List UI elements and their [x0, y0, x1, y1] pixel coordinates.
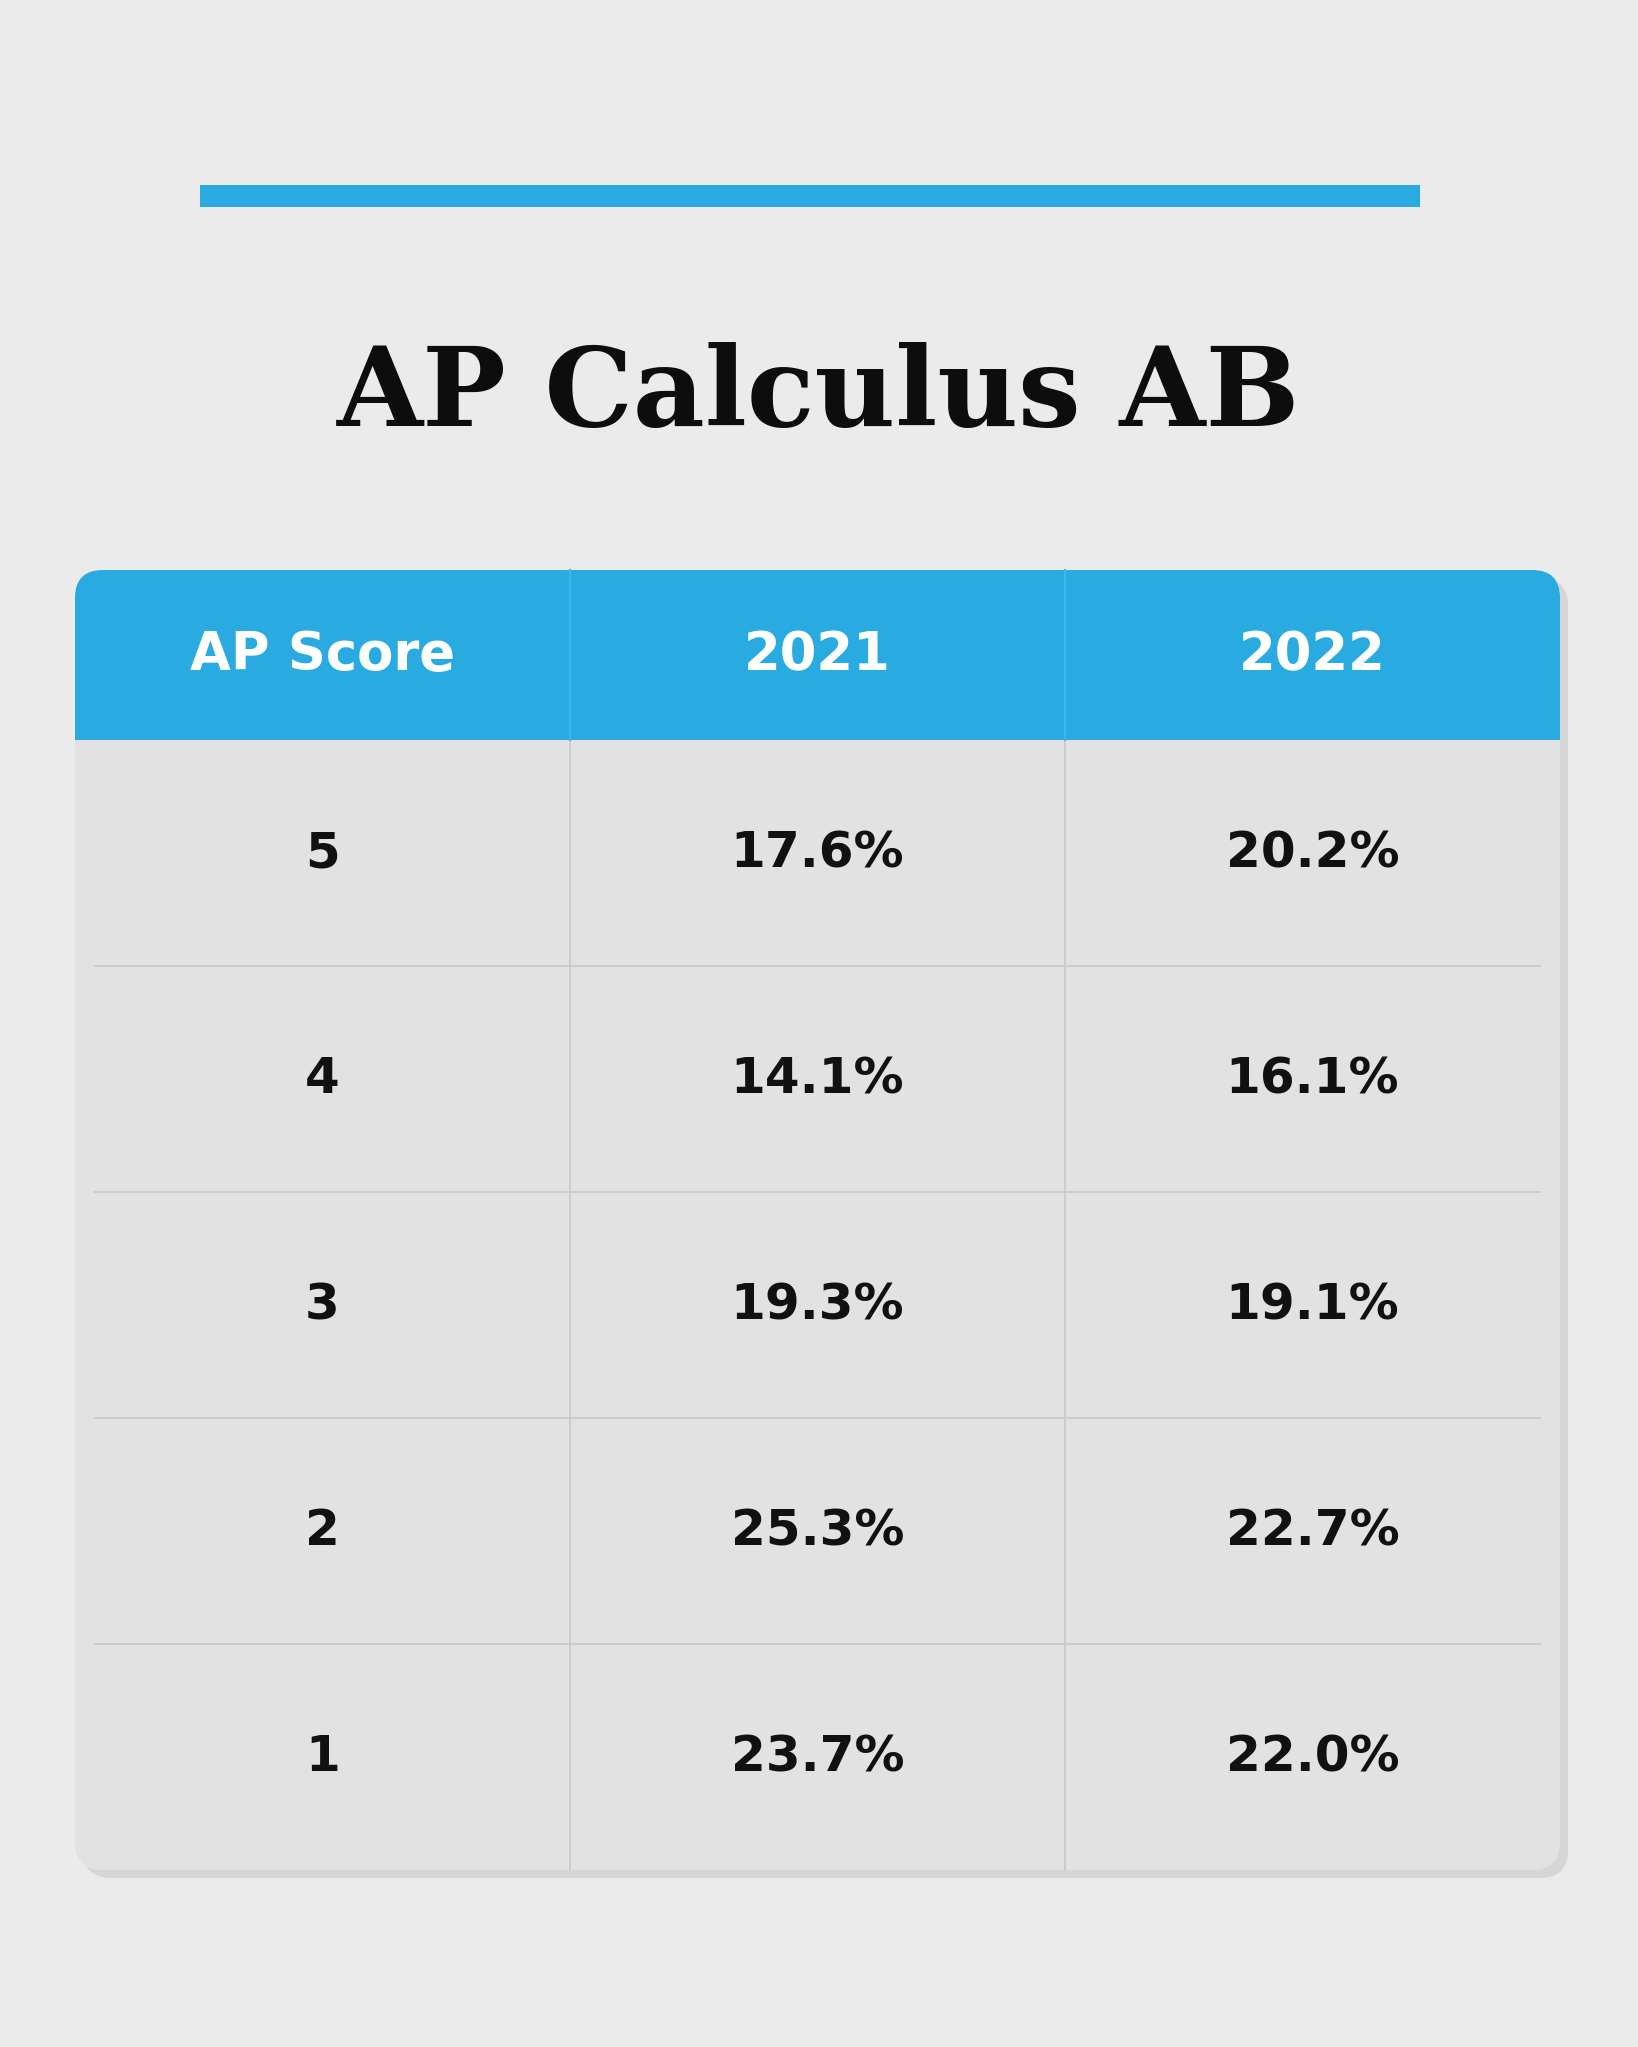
Text: AP Score: AP Score: [190, 628, 455, 682]
Text: 25.3%: 25.3%: [731, 1507, 904, 1556]
Text: 22.7%: 22.7%: [1225, 1507, 1399, 1556]
Text: 19.1%: 19.1%: [1225, 1281, 1399, 1329]
Text: 14.1%: 14.1%: [731, 1054, 904, 1103]
Text: 23.7%: 23.7%: [731, 1734, 904, 1781]
FancyBboxPatch shape: [75, 569, 1559, 1871]
Text: 2021: 2021: [744, 628, 891, 682]
Text: AP Calculus AB: AP Calculus AB: [337, 342, 1301, 448]
Text: 5: 5: [305, 829, 339, 876]
Bar: [75, 712, 1559, 741]
Text: 3: 3: [305, 1281, 339, 1329]
Text: 19.3%: 19.3%: [731, 1281, 904, 1329]
Text: 20.2%: 20.2%: [1225, 829, 1399, 876]
Text: 17.6%: 17.6%: [731, 829, 904, 876]
Text: 1: 1: [305, 1734, 341, 1781]
FancyBboxPatch shape: [84, 577, 1568, 1877]
Bar: [200, 184, 1420, 207]
Text: 22.0%: 22.0%: [1225, 1734, 1399, 1781]
FancyBboxPatch shape: [75, 569, 1559, 741]
Text: 2: 2: [305, 1507, 341, 1556]
Text: 16.1%: 16.1%: [1225, 1054, 1399, 1103]
Text: 4: 4: [305, 1054, 339, 1103]
Text: 2022: 2022: [1238, 628, 1386, 682]
